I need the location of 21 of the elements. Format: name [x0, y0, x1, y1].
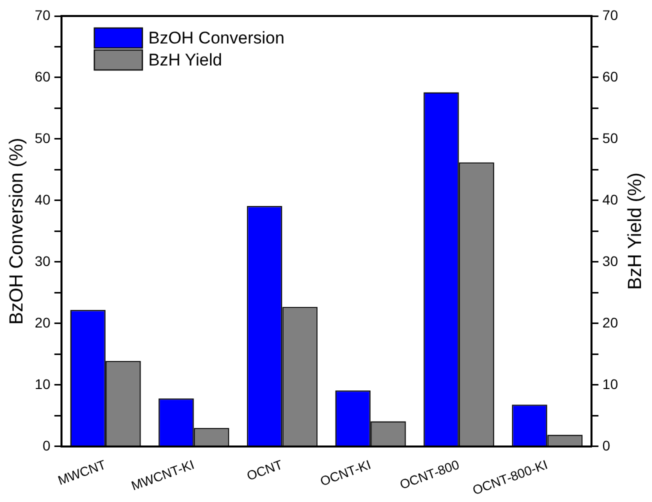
legend-label: BzH Yield: [148, 50, 222, 70]
y-tick-label: 20: [34, 314, 51, 330]
y2-tick-label: 30: [602, 252, 618, 269]
y-tick-label: 0: [42, 437, 51, 454]
y2-tick-label: 50: [602, 130, 618, 146]
y-tick-label: 50: [34, 130, 51, 146]
y2-tick-label: 20: [602, 314, 618, 330]
y-tick-label: 40: [34, 191, 51, 208]
y2-axis-title: BzH Yield (%): [625, 172, 646, 290]
y-tick-label: 60: [34, 68, 51, 84]
y-tick-label: 30: [34, 252, 51, 269]
y-tick-label: 10: [34, 376, 51, 392]
x-tick-label: OCNT: [244, 456, 285, 484]
legend-label: BzOH Conversion: [148, 28, 284, 48]
y2-tick-label: 60: [602, 68, 618, 84]
y2-tick-label: 0: [602, 437, 610, 454]
y2-tick-label: 10: [602, 376, 618, 392]
y-axis-title: BzOH Conversion (%): [6, 138, 28, 325]
y-tick-label: 70: [34, 6, 51, 23]
y2-tick-label: 70: [602, 6, 618, 23]
y2-tick-label: 40: [602, 191, 618, 208]
